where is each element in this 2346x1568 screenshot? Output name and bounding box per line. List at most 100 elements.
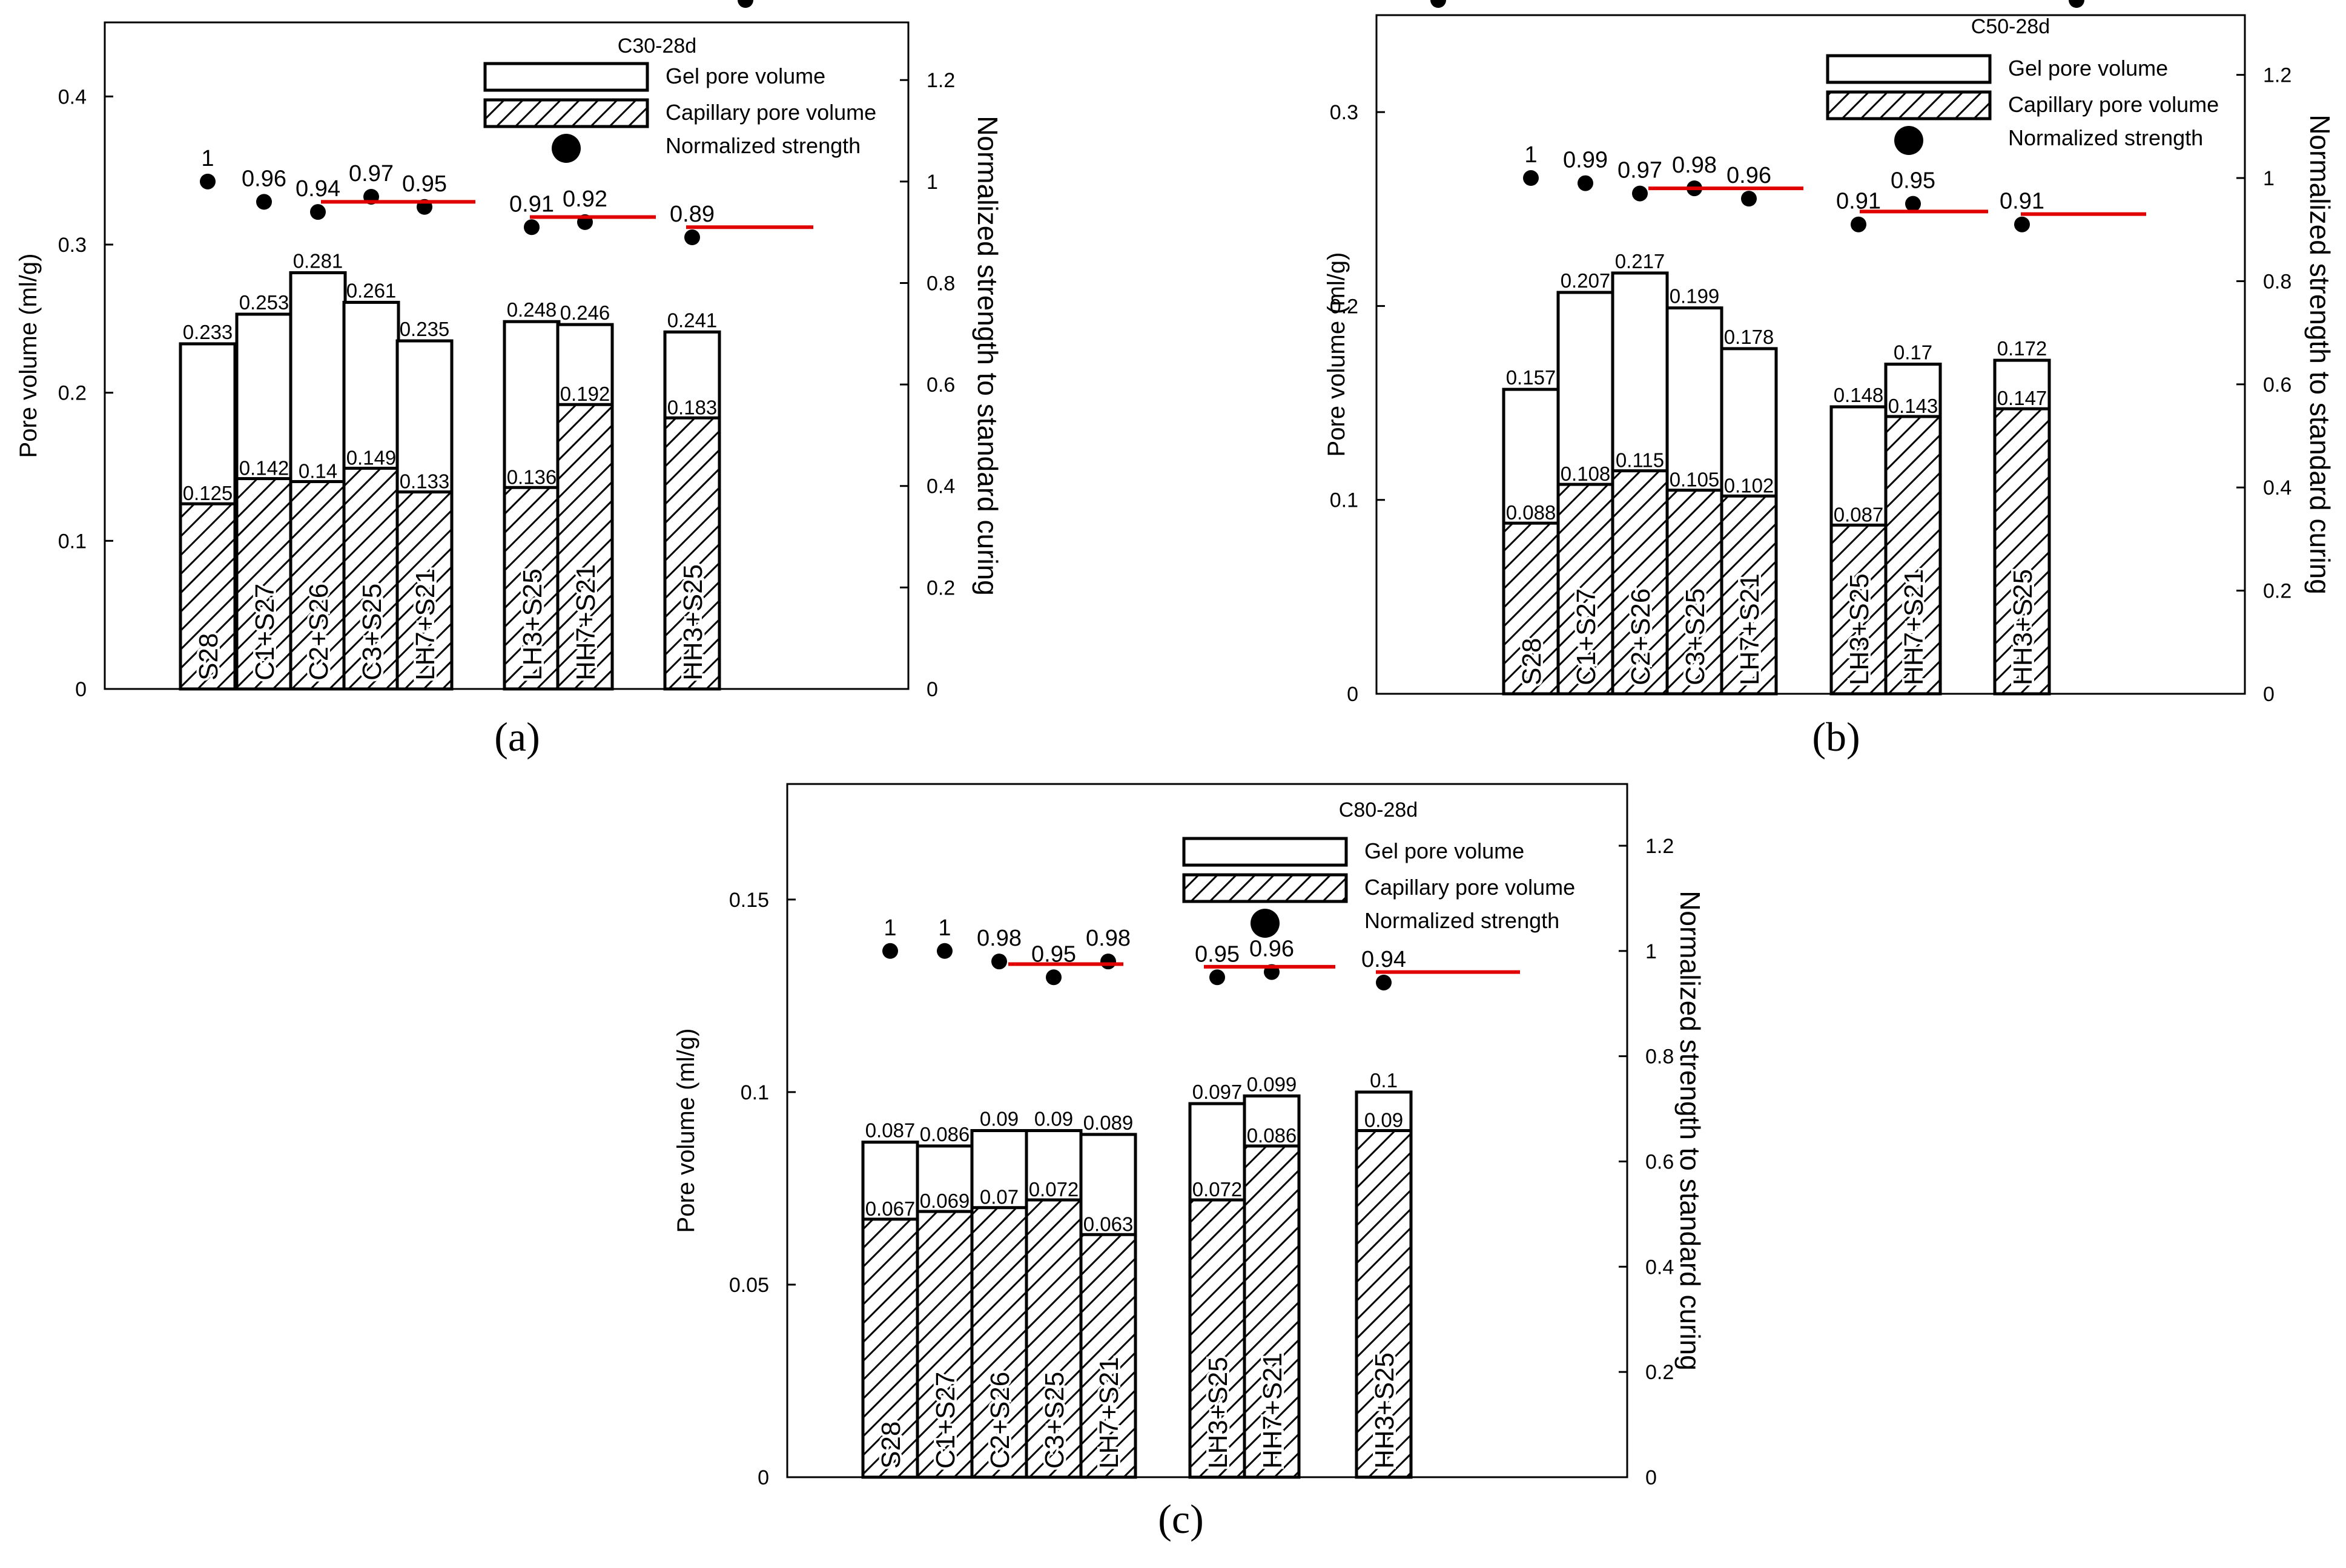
gel-value-label: 0.246 — [560, 301, 610, 324]
y2-tick-label: 0.8 — [927, 272, 955, 295]
gel-value-label: 0.09 — [1034, 1108, 1073, 1130]
capillary-value-label: 0.133 — [400, 470, 450, 493]
strength-point — [1578, 175, 1593, 191]
y2-tick-label: 0 — [1645, 1466, 1657, 1489]
category-label: S28 — [876, 1421, 906, 1469]
category-label: HH3+S25 — [1370, 1352, 1399, 1469]
category-label: LH7+S21 — [1094, 1357, 1124, 1469]
y2-tick-label: 0.6 — [2263, 374, 2291, 397]
gel-value-label: 0.089 — [1083, 1112, 1134, 1134]
legend-capillary-label: Capillary pore volume — [1364, 875, 1575, 900]
y2-tick-label: 0.2 — [927, 576, 955, 599]
strength-point — [1523, 170, 1539, 186]
y-tick-label: 0.2 — [1330, 295, 1358, 318]
gel-value-label: 0.09 — [980, 1108, 1019, 1130]
y2-tick-label: 0 — [927, 678, 938, 701]
y-tick-label: 0.1 — [58, 530, 87, 553]
category-label: C2+S26 — [304, 584, 334, 680]
y-tick-label: 0.4 — [58, 85, 87, 108]
strength-value-label: 0.95 — [1195, 941, 1240, 967]
capillary-value-label: 0.14 — [299, 460, 337, 482]
capillary-pore-bar — [1611, 469, 1669, 696]
y-tick-label: 0.3 — [1330, 101, 1358, 124]
strength-value-label: 0.91 — [509, 191, 554, 217]
capillary-value-label: 0.102 — [1724, 474, 1774, 496]
strength-value-label: 0.94 — [1361, 947, 1406, 972]
strength-value-label: 0.92 — [563, 186, 607, 212]
y-axis-label: Pore volume (ml/g) — [1323, 252, 1350, 457]
legend-gel-label: Gel pore volume — [666, 64, 825, 88]
strength-value-label: 0.91 — [2000, 189, 2044, 214]
plot-frame — [1375, 14, 2246, 695]
legend-capillary-label: Capillary pore volume — [2008, 92, 2219, 117]
legend-capillary-swatch — [1826, 90, 1992, 120]
y-tick-label: 0.3 — [58, 234, 87, 257]
capillary-pore-bar — [342, 466, 400, 691]
y2-tick-label: 0.2 — [1645, 1361, 1674, 1384]
capillary-value-label: 0.088 — [1506, 501, 1556, 524]
y-tick-label: 0.05 — [729, 1274, 769, 1297]
capillary-value-label: 0.072 — [1029, 1178, 1079, 1201]
capillary-value-label: 0.07 — [980, 1186, 1019, 1208]
panel-c: 0 0.05 0.1 0.15 0 0.2 0.4 0.6 0.8 1 1.2 Pore volume… — [673, 0, 1706, 1542]
y-axis-label: Pore volume (ml/g) — [673, 1029, 699, 1233]
capillary-pore-bar — [663, 416, 721, 691]
chart-title: C50-28d — [1971, 15, 2050, 38]
y-tick-label: 0 — [1347, 683, 1358, 706]
category-label: S28 — [1517, 638, 1547, 685]
category-label: HH7+S21 — [1899, 569, 1929, 685]
legend-strength-label: Normalized strength — [666, 133, 861, 158]
category-label: C1+S27 — [250, 584, 280, 680]
capillary-value-label: 0.09 — [1364, 1109, 1403, 1132]
category-label: HH7+S21 — [1258, 1352, 1287, 1469]
gel-value-label: 0.178 — [1724, 326, 1774, 348]
strength-value-label: 0.94 — [296, 176, 340, 202]
y2-tick-label: 1.2 — [2263, 64, 2291, 87]
category-label: HH7+S21 — [571, 564, 601, 680]
capillary-value-label: 0.086 — [1247, 1124, 1297, 1147]
strength-value-label: 0.97 — [349, 161, 394, 186]
capillary-pore-bar — [235, 477, 293, 691]
category-label: LH7+S21 — [411, 568, 440, 680]
gel-value-label: 0.172 — [1997, 337, 2047, 360]
gel-value-label: 0.217 — [1615, 250, 1665, 272]
y2-tick-label: 1 — [927, 171, 938, 194]
y2-tick-label: 1.2 — [927, 69, 955, 92]
strength-point — [1100, 954, 1116, 970]
legend-capillary-label: Capillary pore volume — [666, 100, 876, 125]
strength-point — [738, 0, 753, 8]
category-label: C3+S25 — [1040, 1372, 1069, 1469]
chart-title: C30-28d — [618, 35, 696, 58]
capillary-pore-bar — [1720, 494, 1778, 696]
capillary-pore-bar — [1355, 1129, 1413, 1479]
capillary-pore-bar — [503, 486, 561, 691]
strength-value-label: 0.98 — [977, 926, 1022, 951]
gel-value-label: 0.157 — [1506, 366, 1556, 389]
strength-point — [1851, 216, 1866, 232]
category-label: C2+S26 — [1626, 588, 1656, 685]
capillary-pore-bar — [1829, 523, 1888, 696]
legend-capillary-swatch — [1182, 873, 1348, 903]
category-label: HH3+S25 — [2008, 569, 2038, 685]
y2-tick-label: 0.4 — [2263, 476, 2291, 499]
category-label: C2+S26 — [985, 1372, 1015, 1469]
strength-value-label: 0.95 — [402, 171, 447, 197]
capillary-pore-bar — [1993, 407, 2051, 696]
gel-value-label: 0.207 — [1561, 269, 1611, 292]
category-label: S28 — [194, 633, 223, 680]
strength-point — [1430, 0, 1446, 8]
legend-gel-label: Gel pore volume — [2008, 56, 2168, 81]
strength-value-label: 0.98 — [1086, 926, 1131, 951]
category-label: LH3+S25 — [1203, 1357, 1233, 1469]
capillary-value-label: 0.149 — [346, 446, 397, 469]
gel-value-label: 0.235 — [400, 318, 450, 340]
legend-gel-swatch — [1182, 837, 1348, 867]
y2-tick-label: 0.6 — [927, 374, 955, 397]
capillary-pore-bar — [916, 1210, 974, 1479]
capillary-value-label: 0.108 — [1561, 463, 1611, 485]
capillary-pore-bar — [179, 502, 237, 691]
capillary-value-label: 0.067 — [865, 1197, 916, 1220]
strength-value-label: 1 — [1524, 142, 1537, 168]
y-axis-label: Pore volume (ml/g) — [15, 254, 42, 458]
